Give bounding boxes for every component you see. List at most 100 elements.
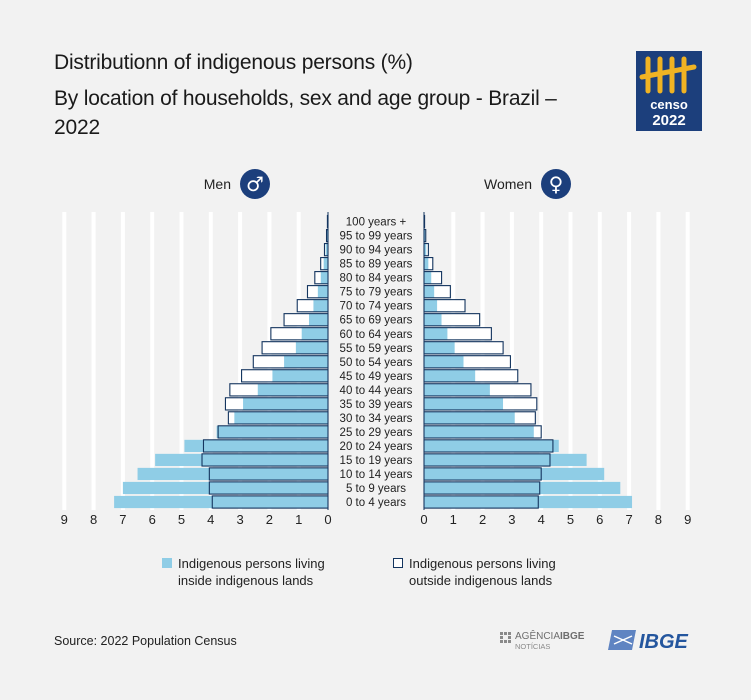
- bar-men-inside-6: [234, 411, 328, 424]
- age-label-15: 75 to 79 years: [340, 287, 413, 299]
- panel-label-men: Men: [204, 176, 231, 192]
- tick-women-9: 9: [684, 512, 691, 527]
- bar-women-outside-fill-17: [428, 258, 433, 270]
- tick-men-8: 8: [90, 512, 97, 527]
- bar-women-inside-1: [424, 481, 621, 495]
- bar-women-outside-fill-14: [437, 300, 465, 312]
- tick-men-3: 3: [236, 512, 243, 527]
- bar-men-inside-9: [272, 369, 328, 382]
- chart-subtitle: By location of households, sex and age g…: [54, 87, 557, 139]
- bar-women-inside-5: [424, 425, 534, 438]
- bar-women-inside-11: [424, 341, 455, 354]
- bar-women-outside-fill-8: [489, 384, 531, 396]
- bar-women-inside-15: [424, 285, 435, 298]
- age-label-20: 100 years +: [346, 217, 407, 229]
- bar-men-outside-fill-12: [271, 328, 302, 340]
- bar-women-inside-14: [424, 299, 438, 312]
- bar-women-outside-fill-7: [503, 398, 537, 410]
- bar-men-outside-fill-9: [242, 370, 273, 382]
- bar-men-inside-5: [216, 425, 328, 438]
- noticias-text: NOTÍCIAS: [515, 642, 550, 651]
- age-label-4: 20 to 24 years: [340, 441, 413, 453]
- bar-men-inside-14: [313, 299, 328, 312]
- age-label-14: 70 to 74 years: [340, 301, 413, 313]
- bar-men-inside-16: [320, 271, 328, 284]
- bar-men-outside-fill-6: [228, 412, 235, 424]
- agencia-word: AGÊNCIA: [515, 629, 560, 642]
- female-symbol-glyph: ♀: [549, 172, 564, 196]
- bar-men-outside-fill-7: [226, 398, 244, 410]
- bar-women-inside-16: [424, 271, 432, 284]
- bar-men-inside-3: [155, 453, 328, 467]
- age-label-19: 95 to 99 years: [340, 231, 413, 243]
- bar-women-outside-fill-16: [431, 272, 441, 284]
- ibge-text: IBGE: [639, 631, 689, 653]
- age-label-12: 60 to 64 years: [340, 329, 413, 341]
- tick-men-6: 6: [149, 512, 156, 527]
- age-label-17: 85 to 89 years: [340, 259, 413, 271]
- bar-women-inside-17: [424, 257, 429, 270]
- bar-men-inside-7: [243, 397, 328, 410]
- bar-men-inside-2: [137, 467, 328, 481]
- male-symbol-icon: [240, 169, 270, 199]
- agencia-text: AGÊNCIAIBGE: [515, 629, 585, 642]
- tick-women-7: 7: [625, 512, 632, 527]
- tick-men-7: 7: [119, 512, 126, 527]
- legend-inside-label: Indigenous persons living inside indigen…: [178, 556, 325, 588]
- bar-men-inside-11: [295, 341, 328, 354]
- bar-men-outside-fill-10: [253, 356, 285, 368]
- bar-men-inside-13: [308, 313, 328, 326]
- bar-men-outside-fill-17: [321, 258, 324, 270]
- bar-men-inside-12: [301, 327, 328, 340]
- tick-men-1: 1: [295, 512, 302, 527]
- tick-women-6: 6: [596, 512, 603, 527]
- tick-men-5: 5: [178, 512, 185, 527]
- agencia-ibge-word: IBGE: [560, 631, 585, 642]
- censo-logo: censo 2022: [636, 51, 702, 131]
- bar-men-outside-fill-13: [284, 314, 309, 326]
- bar-women-inside-19: [424, 229, 426, 242]
- tick-women-1: 1: [450, 512, 457, 527]
- bar-women-inside-4: [424, 439, 559, 453]
- tick-women-2: 2: [479, 512, 486, 527]
- tick-men-9: 9: [61, 512, 68, 527]
- legend-outside-label: Indigenous persons living outside indige…: [409, 556, 556, 588]
- bar-women-outside-fill-15: [434, 286, 450, 298]
- bar-men-outside-fill-18: [325, 244, 326, 256]
- age-label-18: 90 to 94 years: [340, 245, 413, 257]
- bar-women-outside-fill-11: [454, 342, 503, 354]
- bar-women-inside-3: [424, 453, 587, 467]
- age-label-9: 45 to 49 years: [340, 371, 413, 383]
- bar-men-inside-8: [257, 383, 328, 396]
- bar-women-inside-6: [424, 411, 515, 424]
- tick-men-2: 2: [266, 512, 273, 527]
- bar-men-inside-10: [284, 355, 328, 368]
- bar-women-inside-9: [424, 369, 476, 382]
- age-label-16: 80 to 84 years: [340, 273, 413, 285]
- legend-outside-swatch: [393, 558, 403, 568]
- bar-men-inside-15: [317, 285, 328, 298]
- tick-women-0: 0: [420, 512, 427, 527]
- tick-women-8: 8: [655, 512, 662, 527]
- bar-men-inside-0: [114, 495, 328, 509]
- ibge-logo: IBGE: [606, 624, 702, 654]
- male-symbol-glyph: ♂: [246, 172, 264, 196]
- source-note: Source: 2022 Population Census: [54, 634, 237, 648]
- age-label-8: 40 to 44 years: [340, 385, 413, 397]
- bar-women-outside-fill-5: [533, 426, 541, 438]
- bar-men-outside-fill-8: [230, 384, 258, 396]
- bar-men-inside-18: [325, 243, 328, 256]
- bar-women-inside-18: [424, 243, 427, 256]
- bar-women-outside-fill-13: [441, 314, 480, 326]
- bar-men-inside-1: [122, 481, 329, 495]
- bar-women-outside-fill-12: [447, 328, 491, 340]
- bar-women-inside-7: [424, 397, 504, 410]
- bar-women-inside-12: [424, 327, 448, 340]
- age-label-1: 5 to 9 years: [346, 483, 406, 495]
- bar-men-inside-19: [326, 229, 328, 242]
- age-label-3: 15 to 19 years: [340, 455, 413, 467]
- bar-men-inside-4: [184, 439, 328, 453]
- bar-women-inside-8: [424, 383, 490, 396]
- tick-women-3: 3: [508, 512, 515, 527]
- bar-men-outside-fill-11: [262, 342, 296, 354]
